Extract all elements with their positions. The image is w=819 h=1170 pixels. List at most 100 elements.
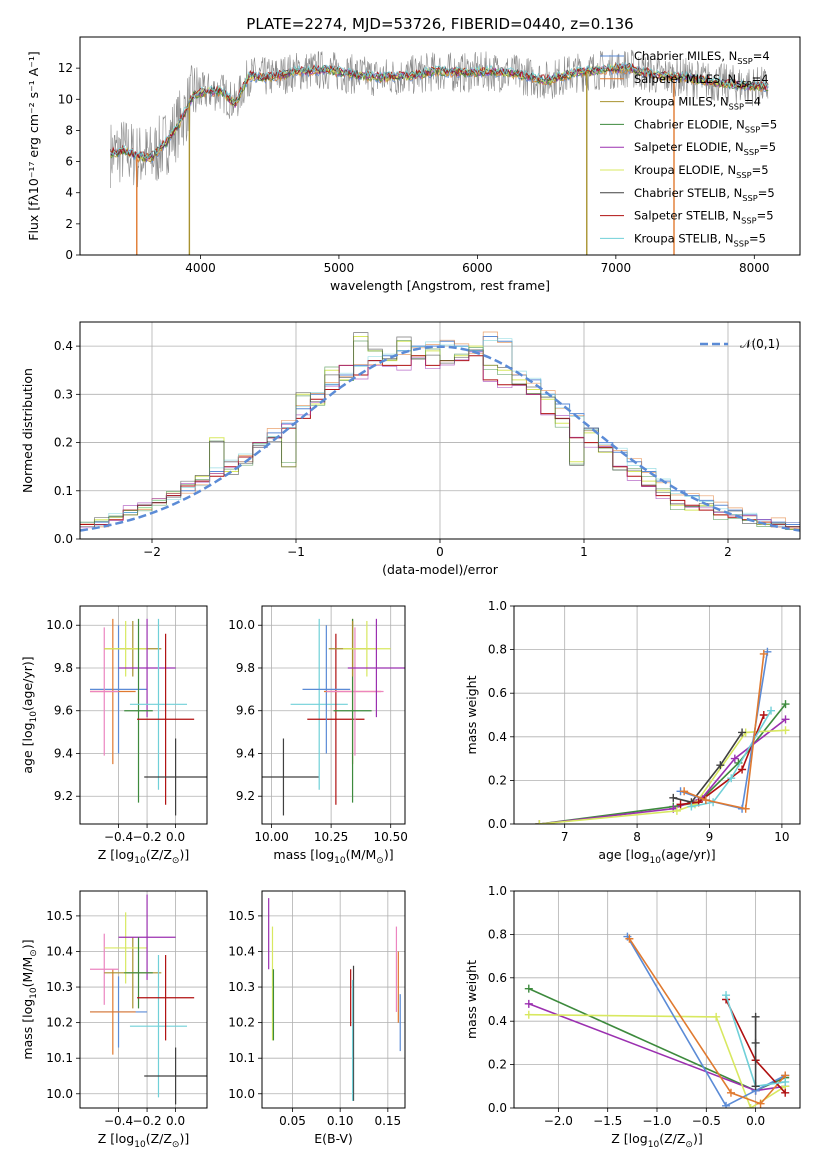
panel-residuals: −2 −1 0 1 2 0.0 0.1 0.2 0.3 0.4 (data-model)/error… — [20, 321, 801, 577]
y-axis-label: Normed distribution — [20, 368, 35, 493]
weight-marker — [524, 1010, 533, 1019]
panel-age-vs-Z: −0.4 −0.2 0.09.29.49.69.810.0Z [log10(Z/Z⊙… — [20, 605, 208, 866]
weight-marker — [712, 1012, 721, 1021]
x-tick-label: 8000 — [739, 261, 770, 275]
x-tick-label: −0.5 — [692, 1114, 721, 1128]
label-part: (age/yr)] — [20, 656, 35, 711]
spectrum-data — [110, 49, 769, 189]
legend-entry: Kroupa MILES, NSSP=4 — [634, 95, 761, 112]
axes-frame — [79, 321, 801, 540]
legend-entry: Kroupa STELIB, NSSP=5 — [634, 231, 766, 248]
label-part: (Z/Z — [146, 847, 172, 862]
weight-marker — [672, 806, 681, 815]
weight-line — [683, 653, 765, 810]
y-tick-label: 10.0 — [228, 1087, 255, 1101]
label-part: =5 — [758, 186, 775, 200]
y-tick-label: 10.0 — [228, 618, 255, 632]
y-tick-label: 10 — [58, 92, 73, 106]
weight-marker — [781, 715, 790, 724]
label-part: Flux [fλ10⁻¹⁷ erg cm⁻² s⁻¹ A⁻¹] — [26, 51, 41, 240]
label-part: )] — [179, 847, 189, 862]
y-tick-label: 10.3 — [228, 980, 255, 994]
y-tick-label: 0.0 — [488, 817, 507, 831]
label-part: )] — [179, 1131, 189, 1146]
weight-marker — [676, 800, 685, 809]
weight-marker — [751, 1012, 760, 1021]
y-tick-label: 0.3 — [54, 387, 73, 401]
x-axis-label: (data-model)/error — [382, 562, 499, 577]
gaussian-curve — [80, 345, 800, 532]
weight-line — [626, 936, 786, 1107]
weight-marker — [781, 700, 790, 709]
x-tick-label: −0.2 — [132, 830, 161, 844]
axes-frame — [79, 605, 208, 825]
x-tick-label: −0.2 — [132, 1114, 161, 1128]
x-axis-label: mass [log10(M/M⊙)] — [273, 847, 393, 866]
label-part: Salpeter ELODIE, N — [634, 140, 744, 154]
x-tick-label: 0.10 — [327, 1114, 354, 1128]
y-tick-label: 10.5 — [46, 909, 73, 923]
label-part: (age/yr)] — [661, 847, 716, 862]
label-part: ⊙ — [172, 856, 180, 866]
weight-marker — [722, 1101, 731, 1108]
label-part: mass [log — [20, 999, 35, 1060]
page-title: PLATE=2274, MJD=53726, FIBERID=0440, z=0… — [246, 15, 633, 33]
weight-marker — [756, 1099, 765, 1108]
weight-marker — [524, 999, 533, 1008]
y-tick-label: 8 — [65, 123, 73, 137]
label-part: SSP — [729, 102, 744, 112]
y-tick-label: 9.4 — [236, 746, 255, 760]
label-part: Kroupa MILES, N — [634, 95, 729, 109]
label-part: 10 — [29, 711, 39, 723]
weight-marker — [751, 1082, 760, 1091]
x-tick-label: 8 — [633, 830, 641, 844]
x-tick-label: −1.5 — [593, 1114, 622, 1128]
model-line — [110, 62, 769, 161]
label-part: (M/M — [20, 957, 35, 988]
x-axis-label: Z [log10(Z/Z⊙)] — [98, 1131, 189, 1150]
x-tick-label: −0.4 — [104, 830, 133, 844]
axes-frame — [513, 605, 801, 825]
label-part: 10 — [648, 1140, 660, 1150]
y-axis-label: age [log10(age/yr)] — [20, 656, 39, 773]
label-part: ⊙ — [685, 1140, 693, 1150]
weight-marker — [767, 706, 776, 715]
y-tick-label: 0.0 — [54, 532, 73, 546]
label-part: SSP — [745, 124, 760, 134]
y-tick-label: 0.6 — [488, 971, 507, 985]
label-part: =5 — [749, 231, 766, 245]
plot-area — [535, 647, 790, 824]
y-tick-label: 10.2 — [46, 1016, 73, 1030]
label-part: Z [log — [611, 1131, 647, 1146]
label-part: SSP — [737, 56, 752, 66]
x-tick-label: 1 — [580, 545, 588, 559]
label-part: wavelength [Angstrom, rest frame] — [330, 278, 550, 293]
y-axis-label: Flux [fλ10⁻¹⁷ erg cm⁻² s⁻¹ A⁻¹] — [26, 51, 41, 240]
weight-marker — [741, 804, 750, 813]
weight-marker — [751, 1038, 760, 1047]
y-tick-label: 0.4 — [488, 1014, 507, 1028]
label-part: (Z/Z — [146, 1131, 172, 1146]
weight-marker — [726, 1088, 735, 1097]
label-part: SSP — [736, 170, 751, 180]
x-tick-label: 4000 — [185, 261, 216, 275]
x-tick-label: 0.05 — [279, 1114, 306, 1128]
label-part: ⊙ — [29, 949, 39, 957]
panel-age-vs-mass: 10.00 10.25 10.50 9.2 9.4 9.6 9.8 10.0 mass [log… — [228, 605, 408, 866]
y-tick-label: 1.0 — [488, 884, 507, 898]
label-part: 10 — [134, 1140, 146, 1150]
y-tick-label: 0.4 — [488, 730, 507, 744]
weight-marker — [738, 728, 747, 737]
axes-frame — [79, 890, 208, 1109]
label-part: Salpeter MILES, N — [634, 72, 736, 86]
panel-mass-vs-ebv: 0.05 0.10 0.15 10.0 10.1 10.2 10.3 10.4 10.5 E(B-… — [228, 890, 406, 1146]
label-part: Salpeter STELIB, N — [634, 209, 741, 223]
label-part: Chabrier MILES, N — [634, 49, 737, 63]
label-part: Chabrier ELODIE, N — [634, 117, 745, 131]
x-tick-label: 9 — [706, 830, 714, 844]
x-tick-label: 10.25 — [314, 830, 348, 844]
plot-area — [268, 898, 401, 1101]
x-tick-label: 10.00 — [254, 830, 288, 844]
weight-marker — [759, 649, 768, 658]
label-part: 𝒩(0,1) — [740, 337, 780, 351]
